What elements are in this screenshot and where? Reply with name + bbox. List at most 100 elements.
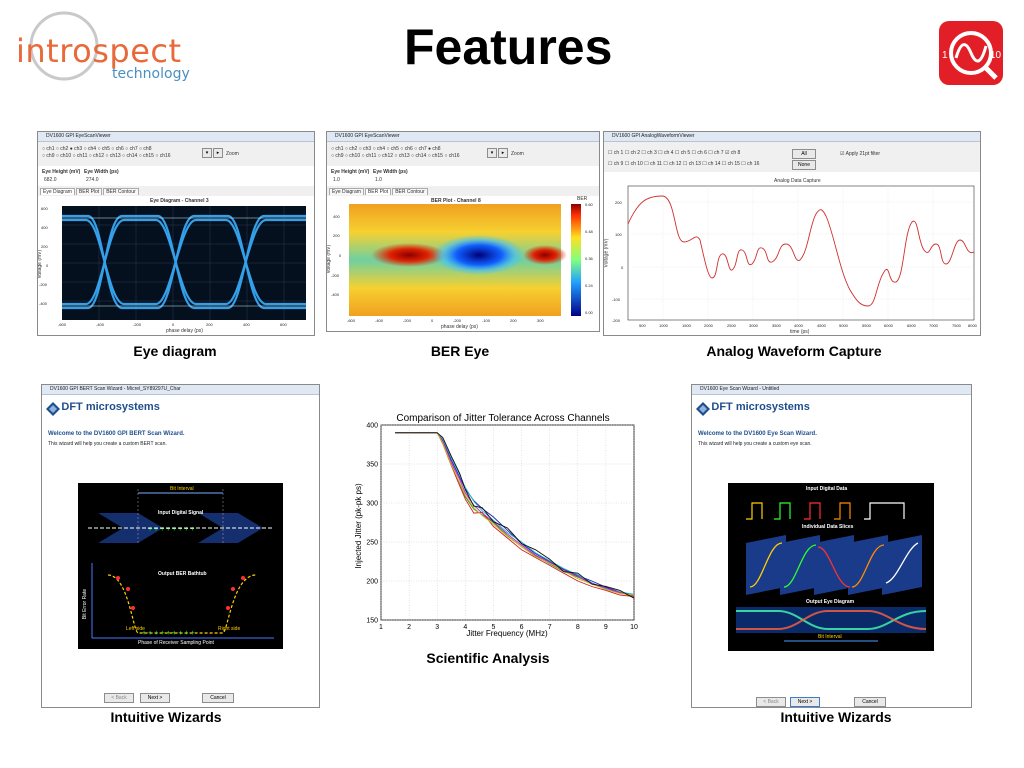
svg-text:5500: 5500 <box>862 323 872 328</box>
input-signal-label: Input Digital Signal <box>158 510 204 516</box>
x-tick-label: 2 <box>407 624 411 631</box>
svg-text:6500: 6500 <box>907 323 917 328</box>
channel-checkboxes[interactable]: ☐ ch 1 ☐ ch 2 ☐ ch 3 ☐ ch 4 ☐ ch 5 ☐ ch … <box>608 150 741 156</box>
window-title: DV1600 GPI EyeScanViewer <box>327 132 599 142</box>
eye-wizard-window[interactable]: DV1600 Eye Scan Wizard - Untitled DFT mi… <box>691 384 972 708</box>
jitter-chart: Comparison of Jitter Tolerance Across Ch… <box>352 408 644 644</box>
caption-ber: BER Eye <box>430 343 490 359</box>
svg-text:1000: 1000 <box>659 323 669 328</box>
svg-text:0.60: 0.60 <box>585 202 594 207</box>
eye-width-label: Eye Width (ps) <box>84 169 119 175</box>
ber-plot-area: BER Plot - Channel 8 400 200 0 -200 -400 -60… <box>327 196 599 331</box>
select-none-button[interactable]: None <box>792 160 816 170</box>
tab-ber-plot[interactable]: BER Plot <box>364 188 392 195</box>
svg-text:300: 300 <box>537 318 544 323</box>
x-tick-label: 6 <box>520 624 524 631</box>
svg-text:400: 400 <box>41 225 48 230</box>
svg-text:2000: 2000 <box>704 323 714 328</box>
metrics-panel: Eye Height (mV) 1.0 Eye Width (ps) 1.0 <box>327 166 599 186</box>
tab-eye-diagram[interactable]: Eye Diagram <box>329 188 364 195</box>
svg-text:-200: -200 <box>331 273 340 278</box>
logo-main-text: introspect <box>16 32 182 70</box>
input-data-label: Input Digital Data <box>806 486 848 492</box>
tab-ber-contour[interactable]: BER Contour <box>392 188 428 195</box>
ber-ylabel: voltage (mV) <box>326 244 333 274</box>
series-line-6 <box>395 432 635 596</box>
svg-text:-200: -200 <box>39 282 48 287</box>
eye-height-value: 682.0 <box>44 177 57 183</box>
svg-text:2500: 2500 <box>727 323 737 328</box>
svg-text:600: 600 <box>280 322 287 327</box>
svg-text:200: 200 <box>333 233 340 238</box>
next-button[interactable]: Next > <box>140 693 170 703</box>
filter-checkbox[interactable]: ☑ Apply 21pt filter <box>840 151 881 157</box>
svg-text:-400: -400 <box>331 292 340 297</box>
wizard-heading: Welcome to the DV1600 Eye Scan Wizard. <box>698 431 817 437</box>
zoom-in-button[interactable]: ▾ <box>202 148 212 158</box>
zoom-label: Zoom <box>511 151 524 157</box>
window-title: DV1600 GPI BERT Scan Wizard - Micrel_SY8… <box>42 385 319 395</box>
metrics-panel: Eye Height (mV) 682.0 Eye Width (ps) 274… <box>38 166 314 186</box>
svg-text:0: 0 <box>172 322 175 327</box>
y-tick-label: 400 <box>366 423 378 430</box>
channel-radios[interactable]: ○ ch1 ○ ch2 ● ch3 ○ ch4 ○ ch5 ○ ch6 ○ ch… <box>42 146 152 152</box>
svg-text:0: 0 <box>621 265 624 270</box>
svg-text:400: 400 <box>243 322 250 327</box>
channel-radios-row2[interactable]: ○ ch9 ○ ch10 ○ ch11 ○ ch12 ○ ch13 ○ ch14… <box>42 153 171 159</box>
logo-sub-text: technology <box>112 66 190 82</box>
select-all-button[interactable]: All <box>792 149 816 159</box>
tab-ber-plot[interactable]: BER Plot <box>75 188 103 195</box>
bathtub-label: Output BER Bathtub <box>158 571 207 577</box>
svg-text:0: 0 <box>339 253 342 258</box>
bert-wizard-window[interactable]: DV1600 GPI BERT Scan Wizard - Micrel_SY8… <box>41 384 320 708</box>
svg-text:8000: 8000 <box>968 323 978 328</box>
svg-text:-600: -600 <box>58 322 67 327</box>
cancel-button[interactable]: Cancel <box>202 693 234 703</box>
eye-width-value: 1.0 <box>375 177 382 183</box>
back-button[interactable]: < Back <box>104 693 134 703</box>
ber-scan-window[interactable]: DV1600 GPI EyeScanViewer ○ ch1 ○ ch2 ○ c… <box>326 131 600 332</box>
eye-width-label: Eye Width (ps) <box>373 169 408 175</box>
x-tick-label: 5 <box>491 624 495 631</box>
analog-plot-area: Analog Data Capture 200 100 0 -100 -200 500 1… <box>604 172 980 335</box>
bit-interval-label: Bit Interval <box>170 486 194 492</box>
channel-radios[interactable]: ○ ch1 ○ ch2 ○ ch3 ○ ch4 ○ ch5 ○ ch6 ○ ch… <box>331 146 441 152</box>
zoom-out-button[interactable]: ▸ <box>213 148 223 158</box>
svg-text:0: 0 <box>46 263 49 268</box>
tab-ber-contour[interactable]: BER Contour <box>103 188 139 195</box>
svg-text:100: 100 <box>615 232 622 237</box>
svg-text:+ + + + + + + +: + + + + + + + + <box>148 526 194 533</box>
svg-text:1: 1 <box>942 50 948 61</box>
wizard-intro: This wizard will help you create a custo… <box>48 441 167 447</box>
introspect-logo: introspect technology <box>14 8 204 88</box>
eye-scan-window[interactable]: DV1600 GPI EyeScanViewer ○ ch1 ○ ch2 ● c… <box>37 131 315 336</box>
y-tick-label: 200 <box>366 579 378 586</box>
analog-ylabel: Voltage (mV) <box>603 238 610 268</box>
output-eye-label: Output Eye Diagram <box>806 599 855 605</box>
ber-colorbar-label: BER <box>577 196 588 202</box>
zoom-in-button[interactable]: ▾ <box>487 148 497 158</box>
svg-text:-400: -400 <box>39 301 48 306</box>
view-tabs[interactable]: Eye Diagram BER Plot BER Contour <box>40 188 140 195</box>
analog-waveform-window[interactable]: DV1600 GPI AnalogWaveformViewer ☐ ch 1 ☐… <box>603 131 981 336</box>
x-tick-label: 4 <box>463 624 467 631</box>
tab-eye-diagram[interactable]: Eye Diagram <box>40 188 75 195</box>
wizard-heading: Welcome to the DV1600 GPI BERT Scan Wiza… <box>48 431 185 437</box>
eye-xlabel: phase delay (ps) <box>166 328 203 334</box>
svg-text:200: 200 <box>510 318 517 323</box>
zoom-out-button[interactable]: ▸ <box>498 148 508 158</box>
next-button[interactable]: Next > <box>790 697 820 707</box>
phase-axis-label: Phase of Receiver Sampling Point <box>138 640 214 646</box>
svg-text:-200: -200 <box>403 318 412 323</box>
cancel-button[interactable]: Cancel <box>854 697 886 707</box>
dft-logo-icon <box>696 401 710 416</box>
chart-xlabel: Jitter Frequency (MHz) <box>466 629 548 638</box>
channel-checkboxes-row2[interactable]: ☐ ch 9 ☐ ch 10 ☐ ch 11 ☐ ch 12 ☐ ch 13 ☐… <box>608 161 760 167</box>
svg-text:1500: 1500 <box>682 323 692 328</box>
channel-radios-row2[interactable]: ○ ch9 ○ ch10 ○ ch11 ○ ch12 ○ ch13 ○ ch14… <box>331 153 460 159</box>
eye-width-value: 274.0 <box>86 177 99 183</box>
view-tabs[interactable]: Eye Diagram BER Plot BER Contour <box>329 188 429 195</box>
brand-text: DFT microsystems <box>61 401 160 413</box>
back-button[interactable]: < Back <box>756 697 786 707</box>
brand-text: DFT microsystems <box>711 401 810 413</box>
